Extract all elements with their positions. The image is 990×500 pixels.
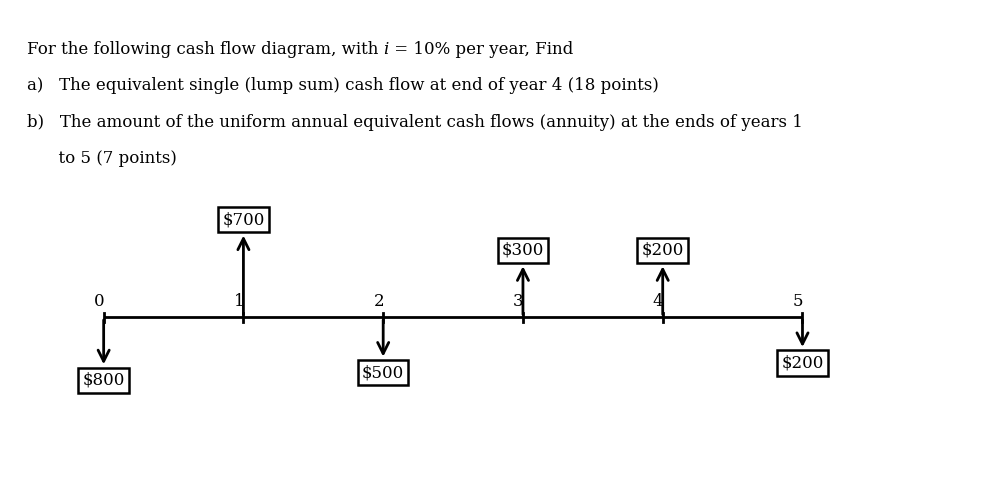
Text: 3: 3 bbox=[513, 294, 524, 310]
Text: 0: 0 bbox=[94, 294, 105, 310]
Text: = 10% per year, Find: = 10% per year, Find bbox=[389, 40, 573, 58]
Text: 5: 5 bbox=[793, 294, 803, 310]
Text: $700: $700 bbox=[222, 211, 264, 228]
Text: 4: 4 bbox=[653, 294, 663, 310]
Text: b)   The amount of the uniform annual equivalent cash flows (annuity) at the end: b) The amount of the uniform annual equi… bbox=[27, 114, 803, 130]
Text: $200: $200 bbox=[642, 242, 684, 259]
Text: to 5 (7 points): to 5 (7 points) bbox=[27, 150, 176, 167]
Text: 1: 1 bbox=[234, 294, 245, 310]
Text: $500: $500 bbox=[362, 364, 404, 381]
Text: 2: 2 bbox=[373, 294, 384, 310]
Text: $300: $300 bbox=[502, 242, 544, 259]
Text: For the following cash flow diagram, with: For the following cash flow diagram, wit… bbox=[27, 40, 383, 58]
Text: i: i bbox=[383, 40, 389, 58]
Text: a)   The equivalent single (lump sum) cash flow at end of year 4 (18 points): a) The equivalent single (lump sum) cash… bbox=[27, 77, 658, 94]
Text: $200: $200 bbox=[781, 354, 824, 372]
Text: $800: $800 bbox=[82, 372, 125, 388]
